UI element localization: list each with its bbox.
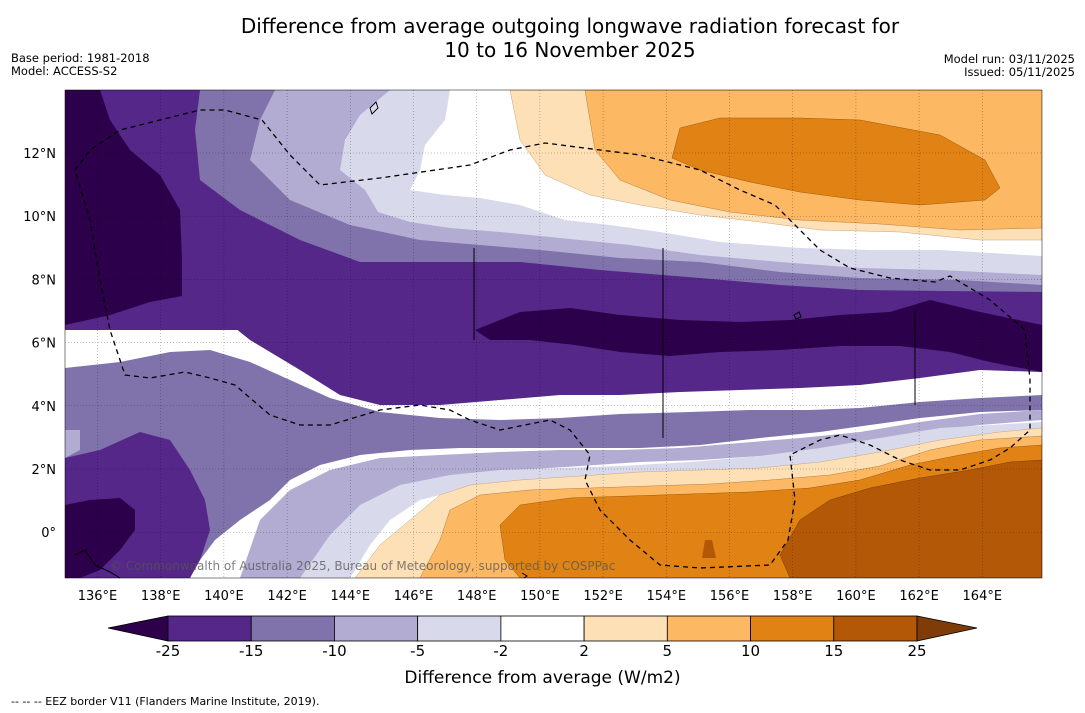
lon-tick-label: 140°E [204,589,244,604]
lon-tick-label: 148°E [457,589,497,604]
colorbar-bin [334,615,419,642]
lat-tick-label: 4°N [32,400,57,415]
plot-frame [64,89,1043,579]
model-name: Model: ACCESS-S2 [11,64,118,78]
island-png-coast [74,549,121,579]
lat-tick-label: 2°N [32,463,57,478]
lon-tick-label: 138°E [141,589,181,604]
colorbar-label: 25 [907,642,927,660]
colorbar-bin [583,615,668,642]
colorbar-label: -10 [322,642,347,660]
colorbar [107,615,978,642]
lon-tick-label: 158°E [773,589,813,604]
lon-tick-label: 152°E [583,589,623,604]
colorbar-bin [833,615,918,642]
lon-tick-label: 164°E [963,589,1003,604]
model-run: Model run: 03/11/2025 [943,52,1075,66]
field-north-pos-15 [671,117,1001,206]
lon-tick-label: 162°E [899,589,939,604]
colorbar-label: -5 [410,642,426,660]
issued-date: Issued: 05/11/2025 [964,65,1075,79]
field-south-pos-15 [779,459,1042,578]
colorbar-extend-low [107,615,169,642]
lat-tick-label: 0° [41,526,56,541]
lon-tick-label: 136°E [78,589,118,604]
grid-lines [65,90,1042,578]
colorbar-label: -2 [493,642,509,660]
lon-tick-label: 150°E [520,589,560,604]
title-line-2: 10 to 16 November 2025 [444,38,696,62]
watermark-text: © Commonwealth of Australia 2025, Bureau… [110,559,615,573]
lon-tick-label: 146°E [394,589,434,604]
island-pohnpei [793,311,802,320]
title-line-1: Difference from average outgoing longwav… [240,14,900,38]
island-guam [369,101,379,115]
field-west-neg-25 [65,90,182,325]
colorbar-bin [500,615,585,642]
lat-tick-label: 6°N [32,337,57,352]
lon-tick-label: 142°E [267,589,307,604]
lat-tick-label: 8°N [32,273,57,288]
lon-tick-label: 156°E [710,589,750,604]
lon-tick-label: 154°E [647,589,687,604]
colorbar-bin [750,615,835,642]
colorbar-bins [167,615,918,642]
ocean-field [65,90,1042,578]
colorbar-label: 5 [662,642,673,660]
meta-left: Base period: 1981-2018 Model: ACCESS-S2 [11,52,150,78]
colorbar-title: Difference from average (W/m2) [404,668,681,688]
islands [74,101,916,579]
island-small [521,572,528,579]
colorbar-label: -15 [238,642,264,660]
colorbar-extend-high [916,615,978,642]
lat-tick-label: 10°N [23,210,56,225]
eez-border [74,109,1031,569]
lon-tick-labels: 136°E 138°E 140°E 142°E 144°E 146°E 148°E 150°E… [78,589,1002,604]
colorbar-bin [417,615,502,642]
eez-footnote: -- -- -- EEZ border V11 (Flanders Marine… [11,695,320,708]
field-blob-pos-15 [702,540,716,558]
colorbar-label: -25 [155,642,181,660]
lon-tick-label: 160°E [836,589,876,604]
lat-tick-label: 12°N [23,147,56,162]
lon-tick-label: 144°E [331,589,371,604]
field-central-neg-25 [475,300,1042,372]
field-south-neg-10 [65,350,1042,578]
colorbar-label: 2 [579,642,589,660]
field-sw-neg-25 [65,498,135,578]
base-period: Base period: 1981-2018 [11,51,150,65]
meta-right: Model run: 03/11/2025 Issued: 05/11/2025 [944,53,1075,79]
field-sw-neg-5 [65,430,80,458]
colorbar-bin [250,615,335,642]
colorbar-bin [666,615,751,642]
colorbar-label: 15 [824,642,844,660]
lat-tick-labels: 12°N 10°N 8°N 6°N 4°N 2°N 0° [23,147,56,541]
colorbar-label: 10 [741,642,761,660]
chart-title: Difference from average outgoing longwav… [0,14,1085,62]
colorbar-bin [167,615,252,642]
